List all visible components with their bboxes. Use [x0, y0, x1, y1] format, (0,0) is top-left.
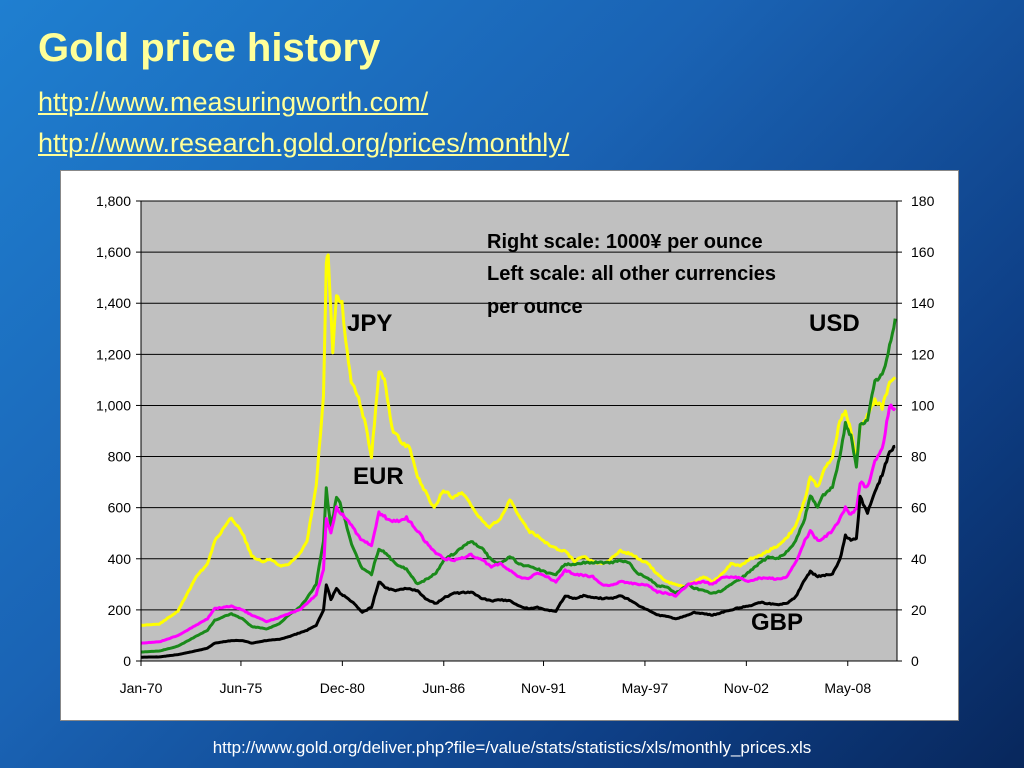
series-label-eur: EUR: [353, 463, 404, 490]
research-gold-link[interactable]: http://www.research.gold.org/prices/mont…: [38, 128, 570, 158]
left-axis-tick-label: 0: [123, 653, 131, 669]
chart-container: 0 0 200 20 400 40 600 60 800 80 1,000 100 1,200 120 1,…: [60, 170, 959, 721]
series-line-jpy: [140, 253, 897, 627]
right-axis-tick-label: 100: [911, 397, 935, 413]
gold-price-chart: 0 0 200 20 400 40 600 60 800 80 1,000 100 1,200 120 1,…: [96, 193, 935, 696]
x-axis-tick-label: Jan-70: [120, 680, 163, 696]
left-axis-tick-label: 1,400: [96, 295, 131, 311]
right-axis-tick-label: 180: [911, 193, 935, 209]
right-axis-tick-label: 160: [911, 244, 935, 260]
left-axis-tick-label: 1,600: [96, 244, 131, 260]
left-axis-tick-label: 800: [108, 449, 132, 465]
right-axis-tick-label: 40: [911, 551, 927, 567]
right-axis-tick-label: 140: [911, 295, 935, 311]
series-label-usd: USD: [809, 310, 860, 337]
measuringworth-link[interactable]: http://www.measuringworth.com/: [38, 87, 429, 117]
axes: 0 0 200 20 400 40 600 60 800 80 1,000 100 1,200 120 1,…: [96, 193, 935, 696]
x-axis-tick-label: May-97: [622, 680, 669, 696]
left-axis-tick-label: 400: [108, 551, 132, 567]
x-axis-tick-label: Dec-80: [320, 680, 365, 696]
left-axis-tick-label: 600: [108, 500, 132, 516]
left-axis-tick-label: 200: [108, 602, 132, 618]
left-axis-tick-label: 1,800: [96, 193, 131, 209]
right-axis-tick-label: 80: [911, 449, 927, 465]
left-axis-tick-label: 1,200: [96, 346, 131, 362]
x-axis-tick-label: Nov-91: [521, 680, 566, 696]
series-line-usd: [141, 318, 897, 654]
annotation-left-scale: Left scale: all other currencies: [487, 263, 776, 285]
footer-source-link[interactable]: http://www.gold.org/deliver.php?file=/va…: [212, 738, 812, 757]
right-axis-tick-label: 120: [911, 346, 935, 362]
right-axis-tick-label: 20: [911, 602, 927, 618]
x-axis-tick-label: Jun-86: [422, 680, 465, 696]
annotation-right-scale: Right scale: 1000¥ per ounce: [487, 231, 763, 253]
left-axis-tick-label: 1,000: [96, 397, 131, 413]
x-axis-tick-label: May-08: [824, 680, 871, 696]
series-label-gbp: GBP: [751, 609, 803, 636]
slide-title: Gold price history: [38, 26, 381, 70]
series-label-jpy: JPY: [347, 310, 392, 337]
series-line-gbp: [141, 444, 896, 659]
right-axis-tick-label: 60: [911, 500, 927, 516]
plot-area: [141, 201, 897, 661]
series-lines: [140, 253, 897, 659]
right-axis-tick-label: 0: [911, 653, 919, 669]
x-axis-tick-label: Jun-75: [220, 680, 263, 696]
x-axis-tick-label: Nov-02: [724, 680, 769, 696]
series-line-eur: [140, 403, 897, 645]
annotation-per-ounce: per ounce: [487, 296, 583, 318]
